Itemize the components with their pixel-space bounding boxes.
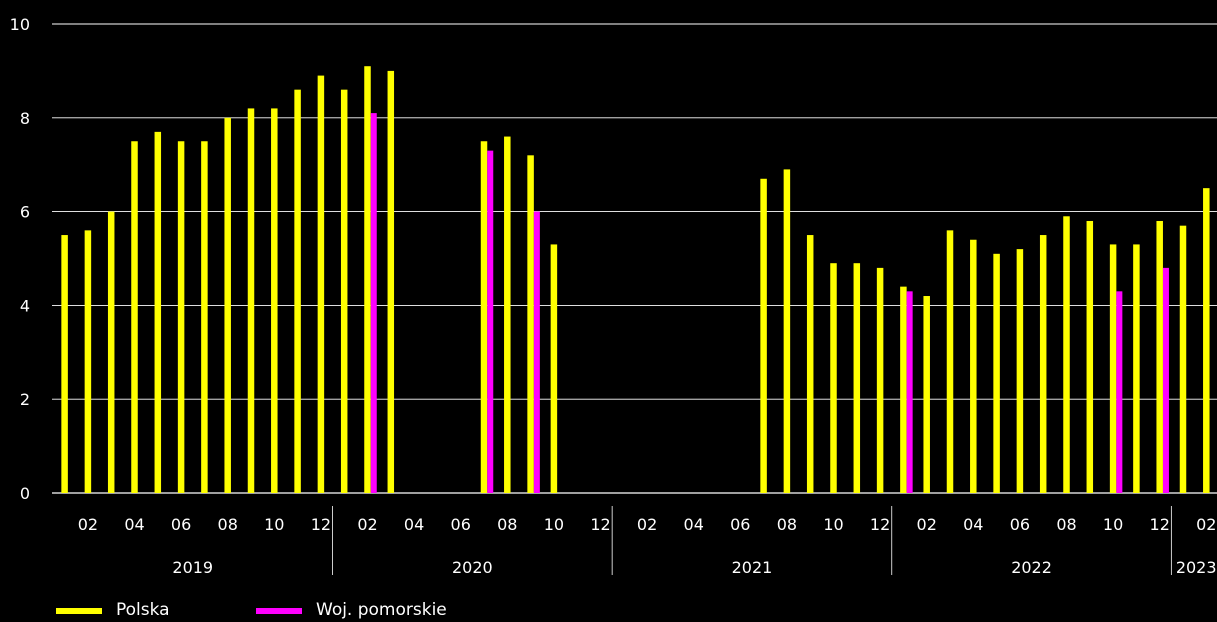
- year-label: 2021: [732, 558, 773, 577]
- x-tick-label: 04: [684, 515, 704, 534]
- legend-item-pomorskie: Woj. pomorskie: [256, 599, 447, 622]
- bar-polska: [201, 141, 208, 493]
- x-tick-label: 10: [1103, 515, 1123, 534]
- bar-polska: [946, 230, 954, 494]
- bar-polska: [527, 155, 534, 493]
- bar-polska: [1109, 244, 1117, 493]
- x-tick-label: 08: [497, 515, 517, 534]
- bar-polska: [1016, 249, 1024, 493]
- x-tick-label: 02: [637, 515, 657, 534]
- y-tick-label: 2: [20, 390, 30, 409]
- bar-polska: [993, 253, 1000, 493]
- bar-polska: [340, 89, 348, 493]
- bar-polska: [247, 108, 255, 494]
- x-tick-label: 10: [264, 515, 284, 534]
- x-tick-label: 12: [1150, 515, 1170, 534]
- year-label: 2020: [452, 558, 493, 577]
- x-tick-label: 10: [823, 515, 843, 534]
- y-tick-label: 6: [20, 203, 30, 222]
- year-label: 2023: [1176, 558, 1217, 577]
- x-tick-label: 02: [357, 515, 377, 534]
- bar-polska: [387, 70, 395, 494]
- bar-polska: [61, 235, 68, 494]
- bar-polska: [806, 235, 814, 494]
- year-label: 2019: [172, 558, 213, 577]
- x-tick-label: 06: [730, 515, 750, 534]
- legend-label-pomorskie: Woj. pomorskie: [316, 600, 447, 620]
- bar-pomorskie: [370, 113, 377, 494]
- x-tick-label: 08: [777, 515, 797, 534]
- x-tick-label: 08: [1056, 515, 1076, 534]
- bar-polska: [760, 178, 767, 493]
- y-axis: 0 2 4 6 8 10: [10, 15, 30, 503]
- bar-polska: [1156, 220, 1163, 494]
- bar-pomorskie: [533, 211, 540, 493]
- x-tick-label: 02: [78, 515, 98, 534]
- y-tick-label: 10: [10, 15, 30, 34]
- x-tick-label: 12: [870, 515, 890, 534]
- bar-polska: [1039, 235, 1047, 494]
- y-tick-label: 4: [20, 296, 30, 315]
- x-tick-label: 02: [1196, 515, 1216, 534]
- bar-polska: [154, 131, 162, 493]
- x-tick-label: 06: [451, 515, 471, 534]
- bar-polska: [923, 296, 930, 493]
- bar-polska: [1063, 216, 1070, 494]
- bar-polska: [900, 286, 907, 493]
- bar-polska: [830, 263, 837, 493]
- x-tick-label: 06: [1010, 515, 1030, 534]
- bar-polska: [131, 141, 138, 493]
- bar-polska: [1203, 188, 1210, 493]
- bar-pomorskie: [1162, 267, 1169, 493]
- x-tick-label: 02: [917, 515, 937, 534]
- bar-polska: [1179, 225, 1187, 494]
- legend-label-polska: Polska: [116, 600, 170, 620]
- bar-polska: [317, 75, 325, 493]
- x-tick-label: 08: [218, 515, 238, 534]
- bar-polska: [480, 141, 488, 493]
- x-tick-label: 12: [590, 515, 610, 534]
- bar-polska: [970, 239, 977, 493]
- legend-item-polska: Polska: [56, 599, 170, 622]
- bar-polska: [271, 108, 278, 494]
- bar-polska: [364, 66, 371, 494]
- bar-pomorskie: [1116, 291, 1123, 493]
- x-axis: 02 04 06 08 10 12 02 04 06 08 10 12 02 04 06 08 10 12 02 04…: [78, 506, 1217, 577]
- x-tick-label: 04: [124, 515, 144, 534]
- bar-polska: [177, 141, 185, 493]
- bar-polska: [876, 267, 884, 493]
- bar-pomorskie: [487, 150, 494, 493]
- legend-swatch-pomorskie: [256, 607, 302, 614]
- bar-polska: [504, 136, 511, 493]
- bar-pomorskie: [906, 291, 913, 493]
- bar-polska: [550, 244, 558, 493]
- x-tick-label: 06: [171, 515, 191, 534]
- y-tick-label: 0: [20, 484, 30, 503]
- bar-polska: [1133, 244, 1140, 493]
- bars: [61, 66, 1210, 494]
- x-tick-label: 12: [311, 515, 331, 534]
- x-tick-label: 04: [963, 515, 983, 534]
- x-tick-label: 04: [404, 515, 424, 534]
- bar-polska: [783, 169, 791, 493]
- legend-swatch-polska: [56, 607, 102, 614]
- y-tick-label: 8: [20, 109, 30, 128]
- bar-polska: [294, 89, 301, 493]
- bar-polska: [224, 117, 231, 494]
- bar-polska: [84, 230, 92, 494]
- bar-polska: [1086, 220, 1094, 494]
- bar-polska: [853, 263, 861, 493]
- bar-polska: [107, 211, 115, 493]
- x-tick-label: 10: [544, 515, 564, 534]
- year-label: 2022: [1011, 558, 1052, 577]
